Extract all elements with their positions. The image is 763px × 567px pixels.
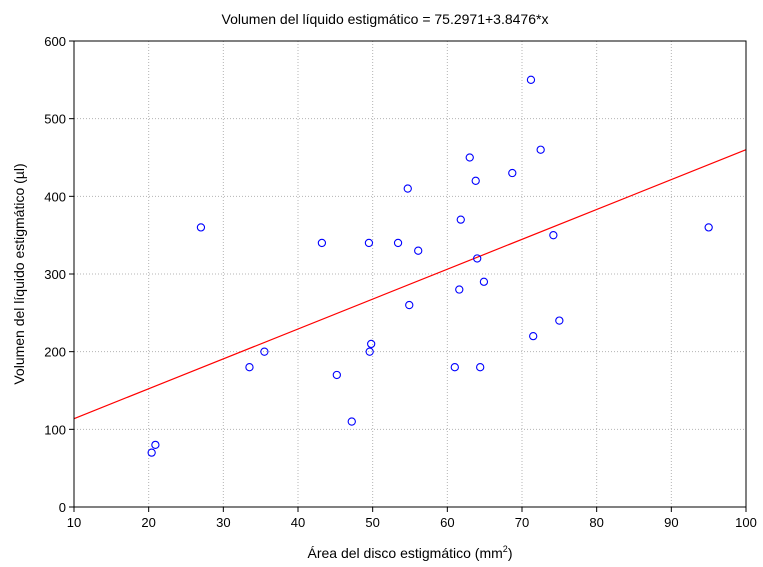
data-point — [196, 223, 206, 232]
data-point — [456, 215, 465, 224]
data-point — [529, 331, 538, 341]
data-point — [479, 277, 489, 286]
chart-title: Volumen del líquido estigmático = 75.297… — [222, 11, 549, 27]
data-point — [455, 285, 464, 294]
data-point — [365, 347, 374, 356]
x-tick-label: 20 — [141, 515, 155, 530]
data-point — [471, 176, 480, 185]
data-point — [245, 363, 254, 372]
data-point — [549, 231, 558, 240]
x-axis-label-suffix: ) — [508, 545, 513, 561]
data-point — [347, 417, 356, 426]
y-tick-label: 600 — [44, 34, 66, 49]
y-tick-label: 300 — [44, 267, 66, 282]
data-point — [260, 347, 269, 356]
data-point — [332, 370, 341, 380]
data-point — [403, 184, 412, 193]
x-tick-label: 50 — [365, 515, 379, 530]
data-point — [367, 339, 376, 349]
x-tick-label: 60 — [440, 515, 454, 530]
x-tick-label: 40 — [291, 515, 305, 530]
data-points — [147, 75, 713, 457]
y-tick-label: 400 — [44, 189, 66, 204]
data-point — [151, 440, 160, 450]
data-point — [450, 363, 459, 372]
y-tick-labels: 0 100 200 300 400 500 600 — [44, 34, 66, 515]
y-tick-label: 0 — [59, 500, 66, 515]
data-point — [465, 153, 474, 162]
axis-ticks — [69, 40, 747, 512]
data-point — [704, 223, 713, 232]
x-axis-label: Área del disco estigmático (mm2) — [308, 544, 513, 561]
x-tick-label: 30 — [216, 515, 230, 530]
data-point — [473, 254, 482, 263]
x-axis-label-superscript: 2 — [503, 544, 508, 554]
data-point — [526, 75, 536, 84]
regression-line-group — [73, 149, 747, 420]
data-point — [364, 238, 374, 248]
x-tick-labels: 10 20 30 40 50 60 70 80 90 100 — [67, 515, 757, 530]
y-tick-label: 100 — [44, 422, 66, 437]
grid-lines — [74, 41, 746, 507]
data-point — [508, 168, 517, 178]
data-point — [393, 238, 403, 248]
data-point — [555, 316, 564, 325]
x-tick-label: 10 — [67, 515, 81, 530]
regression-line — [73, 149, 747, 420]
y-tick-label: 500 — [44, 112, 66, 127]
x-tick-label: 70 — [515, 515, 529, 530]
data-point — [405, 300, 414, 310]
x-tick-label: 100 — [735, 515, 757, 530]
y-axis-label: Volumen del líquido estigmático (µl) — [11, 163, 27, 384]
data-point — [147, 448, 156, 457]
x-tick-label: 80 — [589, 515, 603, 530]
data-point — [476, 363, 485, 372]
x-tick-label: 90 — [664, 515, 678, 530]
data-point — [414, 246, 423, 255]
data-point — [536, 145, 545, 154]
y-tick-label: 200 — [44, 345, 66, 360]
data-point — [317, 238, 327, 248]
